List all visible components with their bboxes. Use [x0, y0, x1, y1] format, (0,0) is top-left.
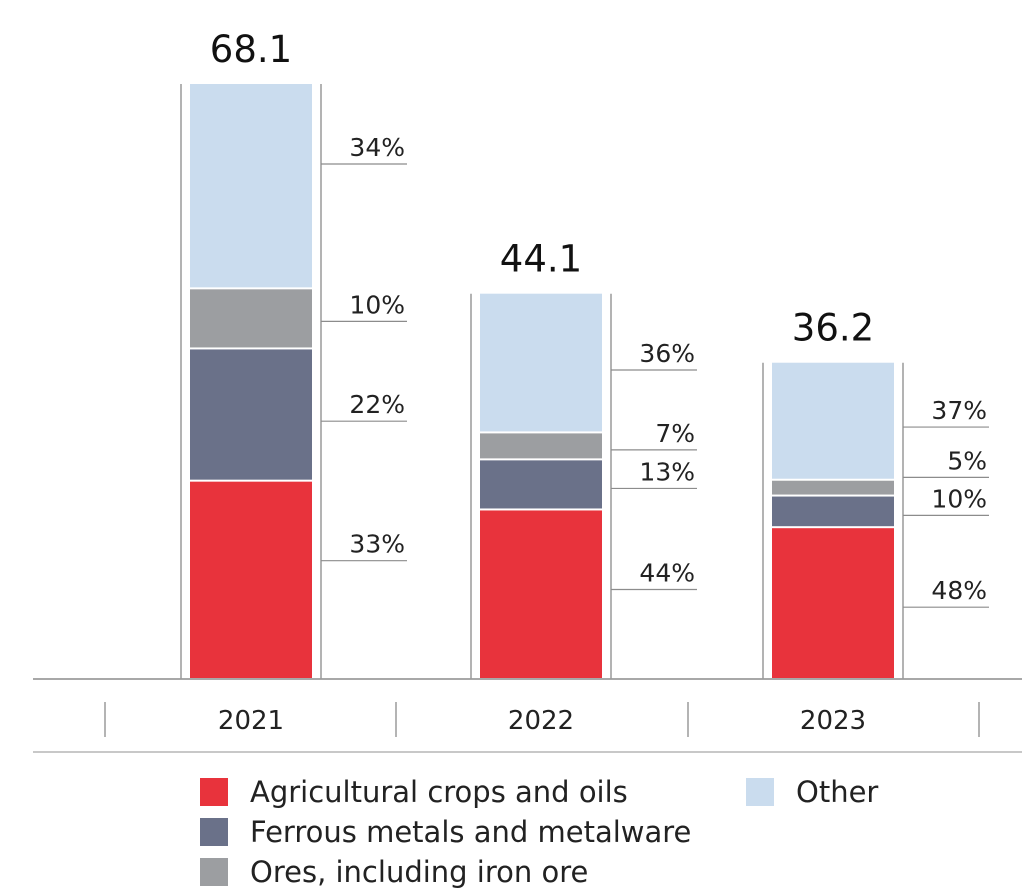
bar-segment-2021-3: [190, 84, 312, 288]
bar-segment-2021-2: [190, 289, 312, 348]
pct-label-2022-1: 13%: [639, 457, 695, 486]
bar-segment-2023-1: [772, 496, 894, 527]
legend-swatch-ores: [200, 858, 228, 886]
pct-label-2021-2: 10%: [349, 290, 405, 319]
pct-label-2023-2: 5%: [947, 446, 987, 475]
pct-label-2022-0: 44%: [639, 558, 695, 587]
total-label-2021: 68.1: [210, 28, 292, 71]
pct-label-2021-3: 34%: [349, 133, 405, 162]
bar-segment-2023-2: [772, 480, 894, 495]
bar-segment-2021-0: [190, 481, 312, 678]
pct-label-2023-1: 10%: [931, 484, 987, 513]
legend-label-ferrous: Ferrous metals and metalware: [250, 815, 692, 849]
legend-item-other: Other: [746, 775, 878, 809]
bar-segment-2021-1: [190, 349, 312, 480]
x-tick-label-2023: 2023: [800, 706, 866, 736]
pct-label-2021-0: 33%: [349, 530, 405, 559]
legend-item-ores: Ores, including iron ore: [200, 855, 588, 889]
bar-segment-2022-0: [480, 510, 602, 678]
legend-swatch-ferrous: [200, 818, 228, 846]
total-label-2022: 44.1: [500, 238, 582, 281]
bar-segment-2022-1: [480, 460, 602, 509]
pct-label-2022-3: 36%: [639, 339, 695, 368]
legend-swatch-other: [746, 778, 774, 806]
legend-label-ores: Ores, including iron ore: [250, 855, 589, 889]
legend-swatch-agricultural: [200, 778, 228, 806]
bar-segment-2023-3: [772, 362, 894, 479]
legend-item-agricultural: Agricultural crops and oils: [200, 775, 628, 809]
pct-label-2023-0: 48%: [931, 576, 987, 605]
pct-label-2021-1: 22%: [349, 390, 405, 419]
bar-segment-2022-2: [480, 433, 602, 459]
pct-label-2023-3: 37%: [931, 396, 987, 425]
legend-item-ferrous: Ferrous metals and metalware: [200, 815, 691, 849]
total-label-2023: 36.2: [792, 307, 874, 350]
x-tick-label-2022: 2022: [508, 706, 574, 736]
bar-segment-2023-0: [772, 528, 894, 678]
legend-label-other: Other: [796, 775, 879, 809]
pct-label-2022-2: 7%: [655, 419, 695, 448]
legend-label-agricultural: Agricultural crops and oils: [250, 775, 628, 809]
x-tick-label-2021: 2021: [218, 706, 284, 736]
bar-segment-2022-3: [480, 293, 602, 432]
